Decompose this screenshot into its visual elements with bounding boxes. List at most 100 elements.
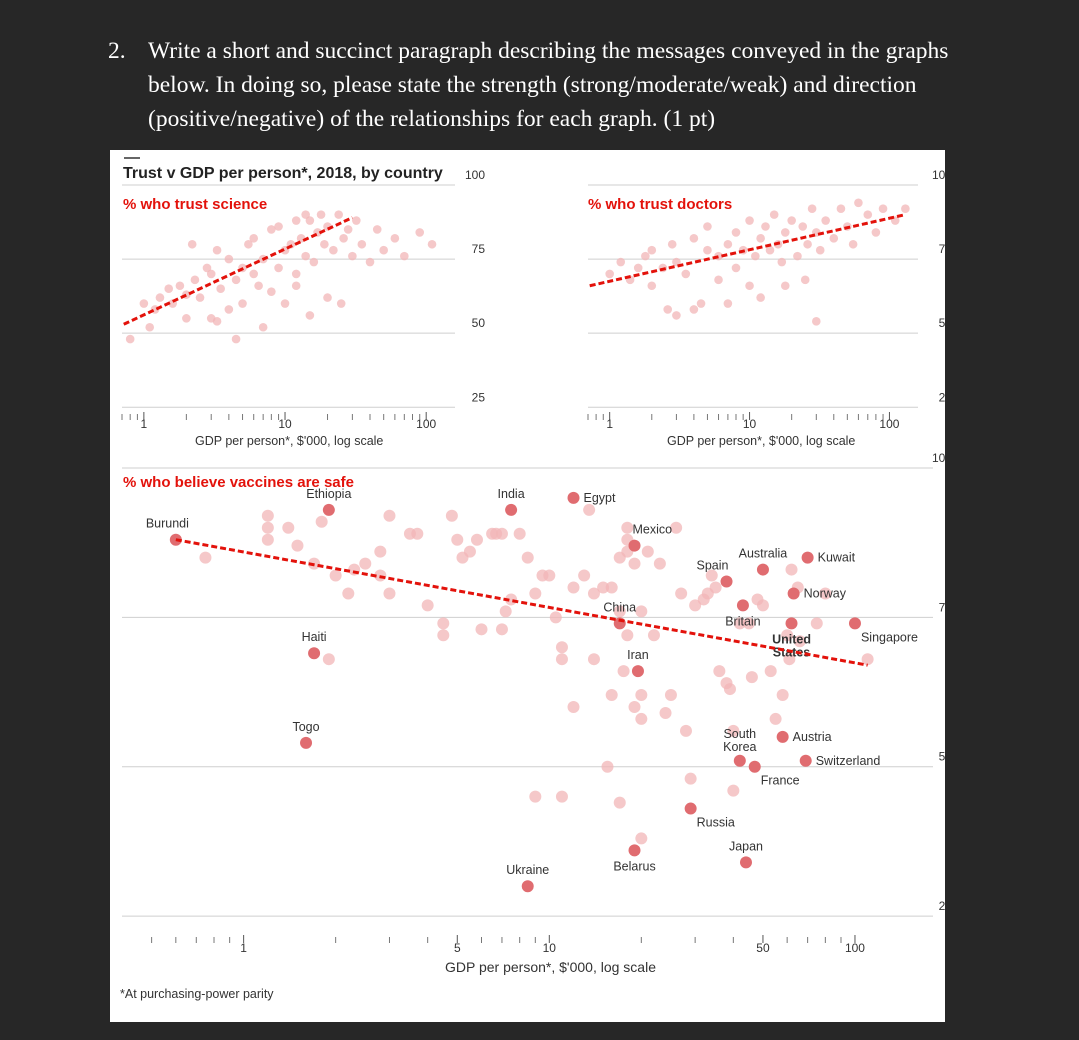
vaccines-point-label: Norway: [804, 586, 847, 600]
science-data-point: [190, 275, 200, 285]
science-data-point: [301, 251, 310, 261]
vaccines-data-point: [374, 545, 387, 558]
vaccines-highlight-point: [776, 730, 789, 743]
vaccines-data-point: [709, 581, 722, 594]
vaccines-data-point: [451, 533, 464, 546]
science-data-point: [267, 287, 276, 296]
doctors-data-point: [878, 204, 888, 214]
doctors-data-point: [745, 281, 754, 291]
doctors-x-tick-label: 100: [879, 417, 899, 431]
vaccines-data-point: [521, 551, 534, 564]
science-data-point: [390, 234, 400, 243]
doctors-data-point: [672, 257, 681, 267]
vaccines-data-point: [463, 545, 476, 558]
vaccines-point-label: Spain: [697, 559, 729, 573]
footnote: *At purchasing-power parity: [120, 987, 274, 1001]
vaccines-data-point: [670, 521, 683, 534]
vaccines-data-point: [499, 605, 512, 618]
vaccines-data-point: [635, 712, 648, 725]
vaccines-data-point: [647, 629, 660, 642]
vaccines-title: % who believe vaccines are safe: [123, 474, 354, 491]
vaccines-point-label: Haiti: [302, 630, 327, 644]
vaccines-highlight-point: [733, 754, 746, 767]
vaccines-data-point: [529, 790, 542, 803]
doctors-data-point: [633, 263, 643, 273]
doctors-data-point: [821, 216, 830, 225]
vaccines-data-point: [745, 671, 758, 684]
vaccines-data-point: [727, 784, 740, 797]
vaccines-data-point: [555, 790, 568, 803]
vaccines-data-point: [742, 617, 755, 630]
vaccines-data-point: [199, 551, 212, 564]
science-data-point: [274, 263, 283, 273]
vaccines-highlight-point: [799, 754, 812, 767]
science-data-point: [329, 245, 338, 255]
science-data-point: [274, 222, 283, 231]
vaccines-point-label: India: [498, 487, 525, 501]
science-data-point: [280, 299, 290, 308]
science-data-point: [231, 334, 241, 344]
vaccines-data-point: [445, 509, 458, 522]
vaccines-highlight-point: [505, 503, 518, 516]
vaccines-data-point: [597, 581, 610, 594]
vaccines-data-point: [549, 611, 562, 624]
vaccines-data-point: [583, 503, 596, 516]
vaccines-x-tick-label: 100: [845, 941, 865, 955]
vaccines-data-point: [785, 563, 798, 576]
vaccines-data-point: [727, 724, 740, 737]
vaccines-highlight-point: [631, 665, 644, 678]
vaccines-data-point: [329, 569, 342, 582]
science-data-point: [254, 281, 263, 291]
vaccines-data-point: [543, 569, 556, 582]
doctors-data-point: [647, 245, 657, 255]
science-data-point: [352, 216, 361, 225]
doctors-data-point: [854, 198, 863, 208]
vaccines-data-point: [261, 521, 274, 534]
science-data-point: [182, 314, 191, 323]
vaccines-highlight-point: [720, 575, 733, 588]
doctors-data-point: [723, 239, 733, 249]
science-data-point: [320, 239, 329, 249]
vaccines-data-point: [713, 665, 726, 678]
vaccines-highlight-point: [736, 599, 749, 612]
science-y-tick-label: 50: [472, 316, 486, 330]
vaccines-data-point: [781, 629, 794, 642]
science-data-point: [323, 293, 332, 302]
doctors-data-point: [780, 228, 790, 237]
vaccines-data-point: [383, 587, 396, 600]
science-data-point: [348, 251, 357, 261]
vaccines-data-point: [411, 527, 424, 540]
doctors-data-point: [787, 216, 796, 225]
vaccines-point-label: Japan: [729, 839, 763, 853]
science-data-point: [258, 322, 268, 332]
vaccines-data-point: [776, 689, 789, 702]
science-y-tick-label: 75: [472, 242, 486, 256]
vaccines-data-point: [819, 587, 832, 600]
doctors-data-point: [647, 281, 657, 291]
vaccines-highlight-point: [748, 760, 761, 773]
doctors-data-point: [863, 210, 873, 219]
science-data-point: [400, 251, 409, 261]
chart-panel: Trust v GDP per person*, 2018, by countr…: [110, 150, 945, 1022]
vaccines-point-label: Kuwait: [818, 551, 856, 565]
doctors-data-point: [731, 263, 741, 273]
doctors-y-tick-label: 75: [939, 242, 945, 256]
science-data-point: [427, 239, 437, 249]
vaccines-highlight-point: [567, 491, 580, 504]
science-x-tick-label: 10: [278, 417, 292, 431]
doctors-scatter-plot: 100 75 50 25 1 10 100: [587, 168, 945, 431]
vaccines-x-tick-label: 1: [240, 941, 247, 955]
science-data-point: [365, 257, 375, 267]
vaccines-highlight-point: [322, 503, 335, 516]
vaccines-data-point: [733, 617, 746, 630]
science-x-axis-label: GDP per person*, $'000, log scale: [195, 434, 383, 448]
vaccines-data-point: [261, 509, 274, 522]
science-data-point: [175, 281, 185, 291]
vaccines-highlight-point: [628, 539, 641, 552]
vaccines-data-point: [437, 617, 450, 630]
vaccines-data-point: [383, 509, 396, 522]
science-y-tick-label: 25: [472, 390, 486, 404]
vaccines-trend-line: [175, 538, 868, 667]
science-data-point: [357, 239, 367, 249]
science-data-point: [339, 234, 348, 243]
